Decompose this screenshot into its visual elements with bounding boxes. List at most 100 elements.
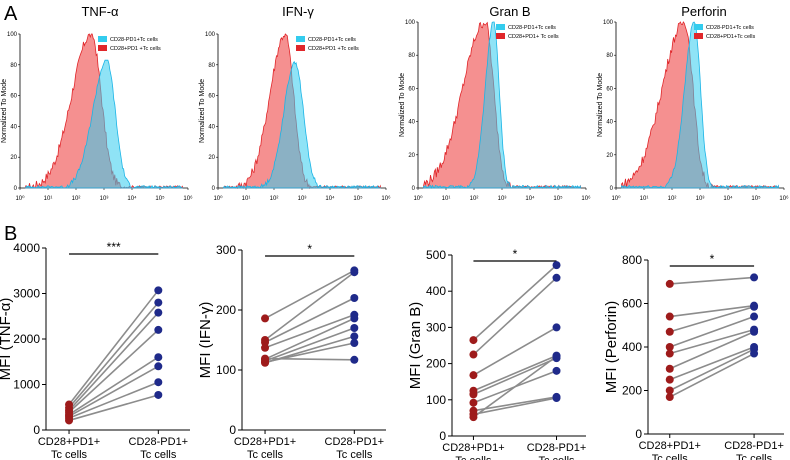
pair-line xyxy=(264,314,355,349)
pair-line xyxy=(669,305,755,333)
y-tick-label: 0 xyxy=(610,186,614,192)
y-tick-label: 0 xyxy=(229,423,236,437)
y-tick-label: 60 xyxy=(408,86,415,92)
category-label: CD28+PD1+Tc cells xyxy=(442,442,504,460)
paired-plot-3: 0 100 200 300 400 500 CD28+PD1+Tc cells CD28-PD… xyxy=(407,247,586,460)
significance-marker: *** xyxy=(107,240,121,254)
data-point-cd28neg xyxy=(750,273,759,282)
x-tick-label: 10⁰ xyxy=(15,195,25,202)
legend-label: CD28+PD1+ Tc cells xyxy=(508,34,559,40)
y-tick-label: 100 xyxy=(603,20,614,26)
data-point-cd28neg xyxy=(750,327,759,336)
y-tick-label: 40 xyxy=(606,120,613,126)
y-tick-label: 40 xyxy=(10,124,17,130)
histogram-chart-3: Gran B 0 20 40 60 80 100 10⁰ 10¹ 10² 10³ 10⁴ 10⁵ 10⁶ N… xyxy=(399,4,591,202)
data-point-cd28neg xyxy=(154,325,163,334)
data-point-cd28pos xyxy=(665,312,674,321)
legend-swatch xyxy=(694,33,703,39)
y-tick-label: 100 xyxy=(426,393,446,407)
y-axis-title: Normalized To Mode xyxy=(399,73,406,137)
data-point-cd28neg xyxy=(350,324,359,332)
data-point-cd28neg xyxy=(154,390,163,399)
legend-swatch xyxy=(694,24,703,30)
data-point-cd28pos xyxy=(665,349,674,358)
x-tick-label: 10² xyxy=(668,196,677,202)
data-point-cd28pos xyxy=(469,371,478,380)
pair-line xyxy=(68,289,159,406)
data-point-cd28neg xyxy=(350,332,359,341)
pair-line xyxy=(68,394,159,422)
histogram-title: Gran B xyxy=(489,4,530,19)
x-tick-label: 10⁴ xyxy=(723,195,733,202)
data-point-cd28pos xyxy=(665,343,674,351)
y-tick-label: 80 xyxy=(408,53,415,59)
histogram-series-cd28neg xyxy=(25,59,183,189)
y-tick-label: 400 xyxy=(622,340,642,354)
data-point-cd28neg xyxy=(350,339,359,347)
y-tick-label: 0 xyxy=(212,186,216,192)
x-tick-label: 10⁵ xyxy=(553,195,563,202)
histogram-title: IFN-γ xyxy=(282,4,314,19)
data-point-cd28neg xyxy=(552,323,561,332)
x-tick-label: 10⁴ xyxy=(525,195,535,202)
y-tick-label: 800 xyxy=(622,253,642,267)
legend-label: CD28-PD1+Tc cells xyxy=(110,37,158,43)
legend-swatch xyxy=(98,45,107,51)
category-label: CD28-PD1+Tc cells xyxy=(129,436,189,460)
y-tick-label: 20 xyxy=(408,153,415,159)
x-tick-label: 10⁵ xyxy=(155,195,165,202)
data-point-cd28neg xyxy=(552,273,561,282)
y-tick-label: 80 xyxy=(10,63,17,69)
data-point-cd28pos xyxy=(469,390,478,399)
y-tick-label: 100 xyxy=(205,32,216,38)
data-point-cd28pos xyxy=(469,336,478,345)
category-label: CD28-PD1+Tc cells xyxy=(724,440,784,460)
data-point-cd28neg xyxy=(154,353,163,362)
x-tick-label: 10¹ xyxy=(44,196,53,202)
legend-swatch xyxy=(496,33,505,39)
paired-plot-4: 0 200 400 600 800 CD28+PD1+ Tc cells CD28-PD1+ T… xyxy=(603,252,784,460)
data-point-cd28neg xyxy=(154,378,163,387)
x-tick-label: 10³ xyxy=(100,196,109,202)
data-point-cd28neg xyxy=(154,308,163,317)
y-axis-title: MFI (IFN-γ) xyxy=(197,302,214,379)
data-point-cd28neg xyxy=(552,366,561,375)
y-tick-label: 0 xyxy=(412,186,416,192)
y-tick-label: 20 xyxy=(606,153,613,159)
legend-swatch xyxy=(98,36,107,42)
legend-swatch xyxy=(496,24,505,30)
y-tick-label: 3000 xyxy=(13,287,40,301)
pair-line xyxy=(264,271,355,341)
x-tick-label: 10¹ xyxy=(242,196,251,202)
y-tick-label: 200 xyxy=(622,384,642,398)
pair-line xyxy=(669,346,755,381)
pair-line xyxy=(473,326,557,376)
significance-marker: * xyxy=(513,247,518,261)
y-tick-label: 100 xyxy=(216,363,236,377)
x-tick-label: 10³ xyxy=(298,196,307,202)
y-tick-label: 40 xyxy=(208,124,215,130)
x-tick-label: 10⁰ xyxy=(213,195,223,202)
y-tick-label: 400 xyxy=(426,284,446,298)
x-tick-label: 10² xyxy=(470,196,479,202)
data-point-cd28pos xyxy=(65,416,74,425)
paired-plot-1: 0 1000 2000 3000 4000 CD28+PD1+ Tc cells CD28-P… xyxy=(0,240,190,460)
data-point-cd28neg xyxy=(154,286,163,295)
y-tick-label: 60 xyxy=(606,86,613,92)
y-axis-title: MFI (TNF-α) xyxy=(0,298,14,381)
histogram-chart-4: Perforin 0 20 40 60 80 100 10⁰ 10¹ 10² 10³ 10⁴ 10⁵ 10… xyxy=(597,4,789,202)
y-tick-label: 200 xyxy=(426,357,446,371)
panel-a-histograms: TNF-α 0 20 40 60 80 100 10⁰ 10¹ 10² 10³ 10⁴ 10⁵ 10⁶ No… xyxy=(1,4,789,202)
data-point-cd28pos xyxy=(261,343,270,352)
pair-line xyxy=(669,276,755,285)
y-tick-label: 300 xyxy=(216,243,236,257)
y-tick-label: 1000 xyxy=(13,378,40,392)
x-tick-label: 10¹ xyxy=(640,196,649,202)
pair-line xyxy=(473,357,557,396)
x-tick-label: 10⁴ xyxy=(127,195,137,202)
data-point-cd28pos xyxy=(469,413,478,422)
pair-line xyxy=(669,331,755,370)
histogram-series-cd28neg xyxy=(423,21,581,189)
data-point-cd28pos xyxy=(665,279,674,288)
pair-line xyxy=(473,397,557,416)
